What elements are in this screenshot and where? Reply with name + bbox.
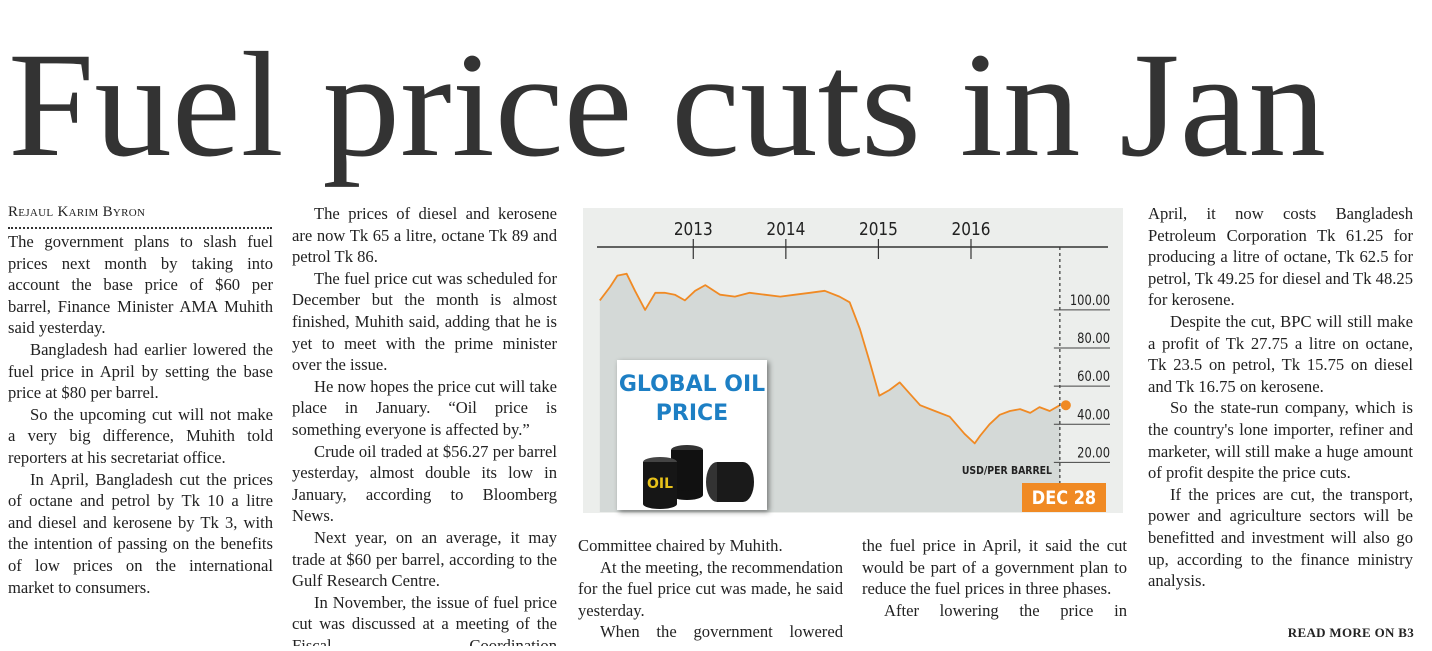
x-tick-label: 2013 bbox=[674, 218, 713, 240]
y-tick-label: 40.00 bbox=[1077, 407, 1110, 423]
x-tick-label: 2016 bbox=[952, 218, 991, 240]
article-column: the fuel price in April, it said the cut… bbox=[862, 535, 1127, 645]
x-tick-label: 2014 bbox=[766, 218, 805, 240]
paragraph: If the prices are cut, the transport, po… bbox=[1148, 484, 1413, 591]
paragraph: Next year, on an average, it may trade a… bbox=[292, 527, 557, 591]
paragraph: Bangladesh had earlier lowered the fuel … bbox=[8, 339, 273, 403]
marker-label: DEC 28 bbox=[1032, 488, 1096, 510]
paragraph: Despite the cut, BPC will still make a p… bbox=[1148, 311, 1413, 396]
paragraph: The prices of diesel and kerosene are no… bbox=[292, 204, 557, 267]
paragraph: April, it now costs Bangladesh Petroleum… bbox=[1148, 204, 1413, 310]
article-column: Committee chaired by Muhith. At the meeti… bbox=[578, 535, 843, 645]
byline: Rejaul Karim Byron bbox=[8, 204, 272, 229]
article-column: The prices of diesel and kerosene are no… bbox=[292, 203, 557, 646]
article-column: April, it now costs Bangladesh Petroleum… bbox=[1148, 203, 1413, 623]
paragraph: In April, Bangladesh cut the prices of o… bbox=[8, 469, 273, 597]
y-tick-label: 60.00 bbox=[1077, 369, 1110, 385]
headline: Fuel price cuts in Jan bbox=[8, 22, 1326, 188]
paragraph: In November, the issue of fuel price cut… bbox=[292, 592, 557, 646]
barrel-bottom bbox=[732, 462, 754, 502]
y-tick-label: 80.00 bbox=[1077, 331, 1110, 347]
paragraph: After lowering the price in bbox=[884, 600, 1127, 620]
y-axis-label: USD/PER BARREL bbox=[962, 465, 1053, 477]
paragraph: The government plans to slash fuel price… bbox=[8, 232, 273, 338]
paragraph: So the upcoming cut will not make a very… bbox=[8, 404, 273, 467]
paragraph: He now hopes the price cut will take pla… bbox=[292, 376, 557, 439]
x-tick-label: 2015 bbox=[859, 218, 898, 240]
line bbox=[599, 272, 1061, 445]
chart: 2013 2014 2015 2016 20.00 40.00 60.00 80.00 100.… bbox=[583, 208, 1123, 513]
paragraph: When the government lowered bbox=[600, 622, 843, 642]
chart-title: GLOBAL OIL PRICE bbox=[618, 372, 766, 426]
paragraph: At the meeting, the recommendation for t… bbox=[578, 557, 843, 620]
headline-area: Fuel price cuts in Jan bbox=[8, 22, 1326, 188]
y-tick-label: 20.00 bbox=[1077, 445, 1110, 461]
read-more: READ MORE ON B3 bbox=[1287, 625, 1414, 640]
paragraph: The fuel price cut was scheduled for Dec… bbox=[292, 268, 557, 375]
y-tick-label: 100.00 bbox=[1070, 293, 1110, 309]
paragraph: Committee chaired by Muhith. bbox=[578, 536, 783, 555]
paragraph: Crude oil traded at $56.27 per barrel ye… bbox=[292, 441, 557, 526]
barrels: OIL bbox=[643, 445, 754, 509]
barrel-bottom bbox=[643, 499, 677, 509]
barrel-bottom bbox=[671, 490, 703, 500]
article-column: The government plans to slash fuel price… bbox=[8, 231, 273, 646]
marker-box bbox=[1022, 483, 1106, 512]
chart-inset: GLOBAL OIL PRICE OIL bbox=[617, 360, 767, 510]
paragraph: the fuel price in April, it said the cut… bbox=[862, 536, 1127, 599]
barrel bbox=[643, 462, 677, 504]
paragraph: So the state-run company, which is the c… bbox=[1148, 398, 1413, 483]
barrel-label: OIL bbox=[647, 476, 673, 492]
end-point bbox=[1060, 400, 1071, 411]
